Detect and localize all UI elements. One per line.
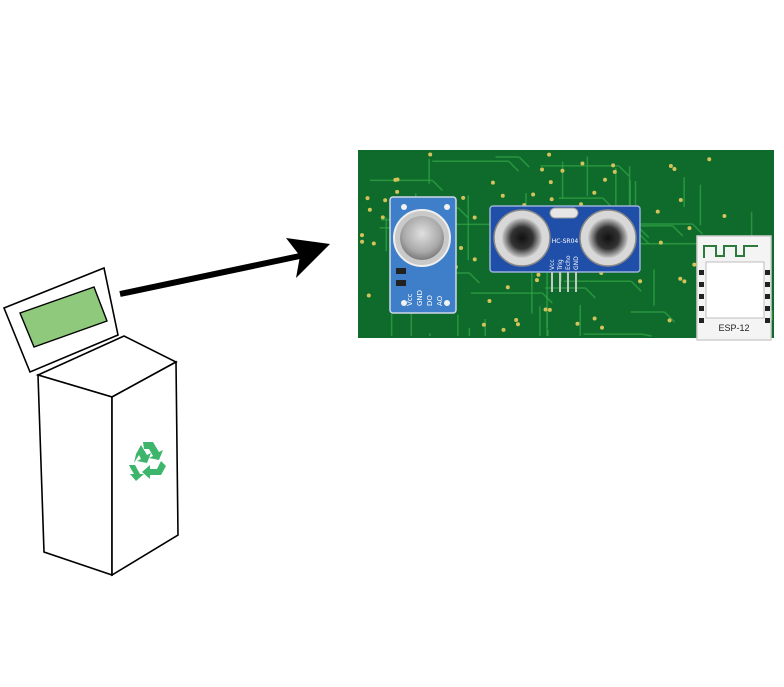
recycling-bin — [2, 266, 179, 577]
circuit-board: Vcc GND DO AO HC-SR04 Vcc Trig Echo GND — [358, 150, 774, 341]
gas-sensor-pin-label: DO — [426, 295, 434, 306]
recycle-icon — [129, 442, 166, 481]
wifi-module-shield — [705, 261, 765, 319]
bin-front-face — [37, 373, 113, 577]
gas-sensor-mesh — [400, 216, 444, 260]
ultrasonic-pin-label: GND — [573, 256, 580, 270]
ultrasonic-model-label: HC-SR04 — [552, 238, 579, 245]
wifi-antenna-trace — [703, 245, 758, 258]
wifi-module-label: ESP-12 — [718, 323, 749, 333]
ultrasonic-pin-label: Vcc — [549, 259, 556, 270]
gas-sensor-pin-label: AO — [436, 295, 444, 306]
bin-display-screen — [19, 286, 108, 348]
gas-sensor-pin-label: Vcc — [406, 293, 414, 306]
wifi-module: ESP-12 — [696, 235, 772, 341]
bin-side-face — [111, 360, 179, 577]
ultrasonic-pin-label: Echo — [565, 255, 572, 270]
gas-sensor-module: Vcc GND DO AO — [389, 196, 457, 314]
ultrasonic-sensor-module: HC-SR04 Vcc Trig Echo GND — [489, 205, 641, 292]
ultrasonic-crystal — [549, 207, 579, 219]
gas-sensor-pin-label: GND — [416, 290, 424, 306]
gas-sensor-pin-labels: Vcc GND DO AO — [406, 290, 444, 306]
arrow-right-icon — [119, 238, 330, 297]
ultrasonic-pin-label: Trig — [557, 259, 564, 271]
ultrasonic-pin-labels: Vcc Trig Echo GND — [549, 255, 580, 271]
